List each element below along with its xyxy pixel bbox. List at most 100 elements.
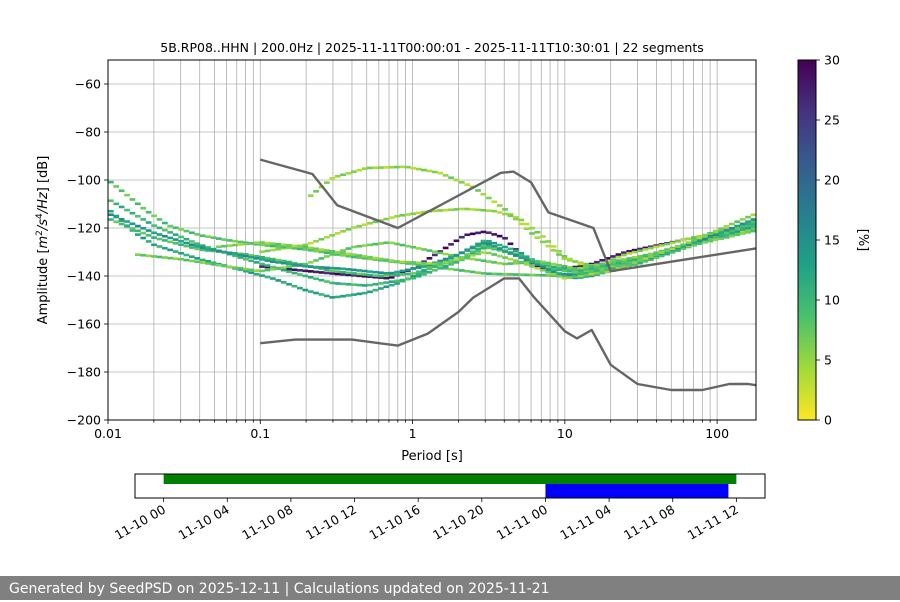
density-cell	[356, 254, 363, 257]
density-cell	[642, 253, 649, 257]
density-cell	[367, 270, 373, 273]
density-cell	[442, 208, 449, 212]
density-cell	[329, 269, 336, 273]
density-cell	[237, 256, 244, 259]
density-cell	[361, 269, 368, 273]
density-cell	[270, 260, 276, 263]
density-cell	[270, 267, 276, 271]
density-cell	[496, 211, 503, 214]
noise-model-high	[259, 158, 756, 273]
density-cell	[145, 221, 152, 224]
density-cell	[399, 269, 406, 273]
figure: 5B.RP08..HHN | 200.0Hz | 2025-11-11T00:0…	[35, 40, 870, 543]
density-cell	[248, 242, 255, 245]
density-cell	[135, 253, 141, 257]
y-label-part-5: 4	[35, 213, 45, 219]
density-cell	[367, 273, 373, 277]
density-cell	[448, 267, 454, 271]
density-cell	[496, 204, 503, 207]
density-cell	[432, 265, 438, 268]
density-cell	[691, 236, 697, 239]
density-cell	[426, 169, 433, 173]
density-cell	[151, 231, 157, 235]
density-cell	[502, 272, 508, 276]
density-cell	[459, 235, 465, 239]
density-cell	[140, 206, 147, 210]
density-cell	[118, 189, 125, 193]
density-cell	[118, 205, 125, 209]
density-cell	[221, 238, 228, 241]
density-cell	[248, 271, 255, 274]
density-cell	[550, 245, 557, 248]
footer-bar: Generated by SeedPSD on 2025-12-11 | Cal…	[0, 576, 900, 600]
density-cell	[178, 251, 184, 255]
density-cell	[302, 269, 309, 273]
density-cell	[388, 241, 395, 245]
density-cell	[518, 261, 525, 264]
density-cell	[442, 261, 449, 264]
density-cell	[151, 214, 157, 218]
density-cell	[313, 190, 319, 193]
density-cell	[442, 257, 449, 261]
density-cell	[583, 265, 589, 269]
density-cell	[442, 265, 449, 268]
density-cell	[572, 273, 579, 277]
density-cell	[534, 230, 541, 234]
density-cell	[189, 255, 195, 258]
density-cell	[610, 264, 616, 268]
density-cell	[162, 256, 168, 259]
density-cell	[394, 282, 400, 285]
density-cell	[480, 246, 487, 250]
density-cell	[378, 242, 384, 245]
density-cell	[361, 291, 368, 295]
density-cell	[351, 272, 357, 275]
density-cell	[361, 167, 368, 170]
density-cell	[475, 208, 481, 212]
density-cell	[108, 213, 114, 217]
density-cell	[232, 243, 238, 247]
density-cell	[540, 274, 546, 277]
density-cell	[739, 224, 746, 228]
density-cell	[513, 248, 519, 251]
density-cell	[707, 235, 714, 239]
density-cell	[615, 261, 622, 265]
y-label-part-4: /s	[36, 219, 51, 231]
density-cell	[675, 245, 681, 249]
x-tick-label: 10	[557, 426, 573, 441]
density-cell	[426, 267, 433, 270]
density-cell	[545, 270, 552, 274]
density-cell	[264, 241, 271, 245]
density-cell	[199, 248, 206, 252]
density-cell	[745, 230, 751, 234]
density-cell	[626, 252, 633, 255]
density-cell	[502, 212, 508, 216]
density-cell	[318, 271, 325, 274]
density-cell	[334, 295, 341, 299]
density-cell	[291, 271, 298, 275]
density-cell	[545, 261, 552, 265]
density-cell	[145, 234, 152, 237]
density-cell	[680, 238, 687, 242]
density-cell	[550, 265, 557, 269]
density-cell	[486, 239, 492, 243]
density-cell	[415, 274, 422, 278]
timeline-tick-label: 11-10 00	[112, 502, 168, 543]
density-cell	[680, 247, 687, 251]
density-cell	[351, 170, 357, 174]
density-cell	[313, 270, 319, 274]
density-cell	[275, 242, 282, 246]
density-cell	[696, 242, 703, 245]
density-cell	[140, 253, 147, 257]
density-cell	[313, 259, 319, 262]
density-cell	[243, 242, 249, 246]
density-cell	[307, 194, 314, 197]
density-cell	[604, 265, 611, 269]
density-cell	[475, 244, 481, 247]
selected-segments	[545, 484, 729, 498]
density-cell	[437, 267, 444, 270]
density-cell	[297, 247, 303, 251]
density-cell	[313, 249, 319, 253]
density-cell	[216, 237, 222, 240]
density-cell	[513, 252, 519, 255]
density-cell	[432, 253, 438, 257]
